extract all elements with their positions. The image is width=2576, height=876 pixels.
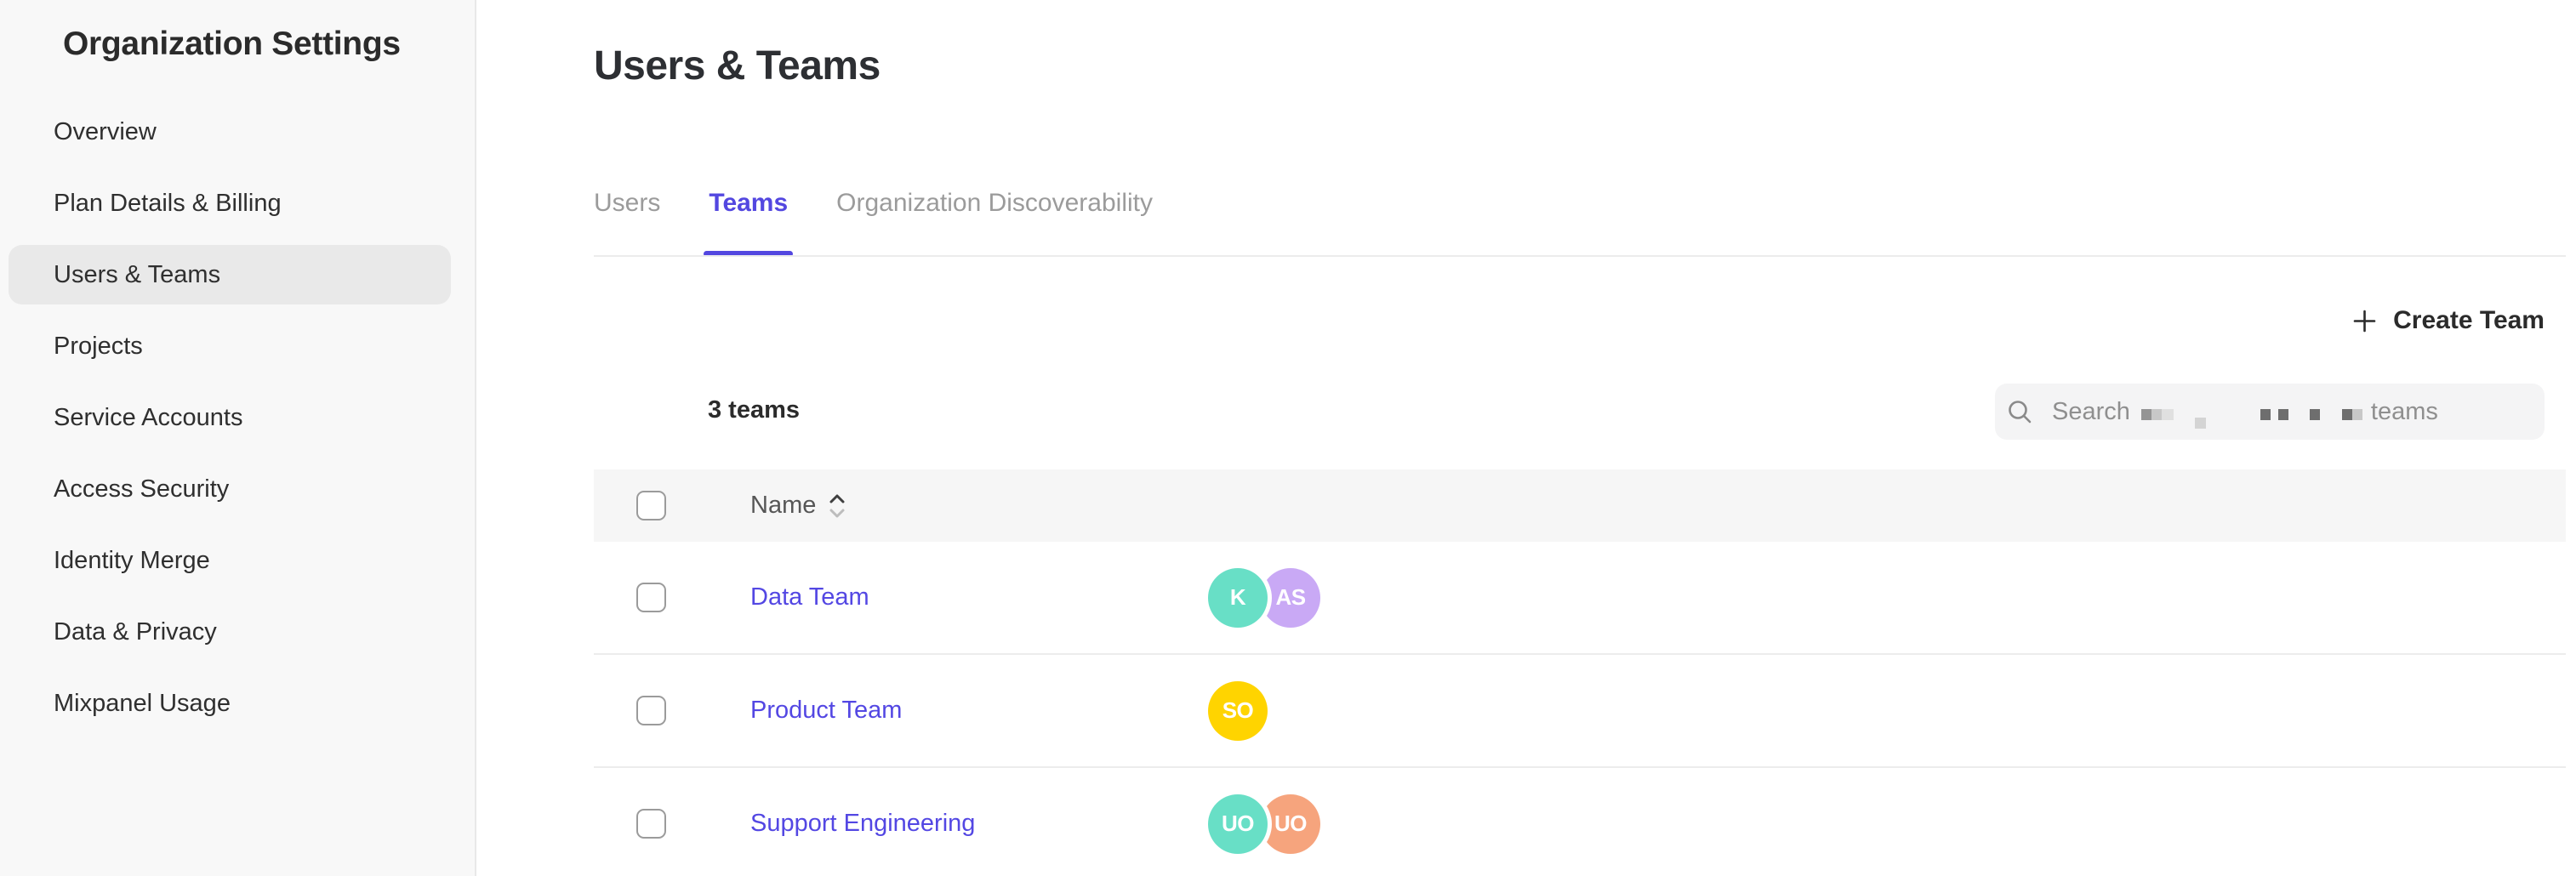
team-avatars: K AS — [1208, 567, 1320, 628]
sidebar-item-access-security[interactable]: Access Security — [54, 475, 230, 503]
sidebar-item-overview[interactable]: Overview — [54, 117, 157, 145]
name-column-label: Name — [750, 492, 817, 519]
table-row: Product Team SO — [594, 655, 2566, 768]
table-row: Support Engineering UO UO — [594, 768, 2566, 876]
sidebar-item-service-accounts[interactable]: Service Accounts — [54, 403, 243, 431]
table-header-row: Name — [594, 469, 2566, 542]
row-checkbox-cell — [594, 809, 750, 839]
placeholder-block — [2277, 408, 2288, 420]
tab-organization-discoverability[interactable]: Organization Discoverability — [836, 189, 1153, 217]
avatar: UO — [1261, 794, 1320, 854]
teams-count: 3 teams — [708, 396, 801, 424]
team-name-link[interactable]: Product Team — [750, 697, 903, 724]
header-checkbox-cell — [594, 491, 750, 520]
placeholder-block — [2351, 408, 2362, 420]
row-checkbox[interactable] — [636, 583, 666, 612]
placeholder-block — [2140, 408, 2151, 420]
tabs-divider — [594, 255, 2566, 257]
row-checkbox[interactable] — [636, 696, 666, 725]
sort-carets-icon[interactable] — [828, 492, 846, 520]
search-placeholder: Search teams — [2052, 397, 2438, 429]
create-team-button[interactable]: Create Team — [2351, 306, 2545, 335]
placeholder-block — [2260, 408, 2271, 420]
sidebar-item-projects[interactable]: Projects — [54, 332, 143, 360]
page-title: Users & Teams — [594, 43, 881, 88]
row-checkbox-cell — [594, 696, 750, 725]
sidebar-item-identity-merge[interactable]: Identity Merge — [54, 546, 210, 574]
sidebar-item-data-privacy[interactable]: Data & Privacy — [54, 617, 217, 646]
tab-bar: Users Teams Organization Discoverability — [594, 189, 1153, 257]
sidebar-nav: Overview Plan Details & Billing Users & … — [0, 102, 475, 733]
plus-icon — [2351, 308, 2378, 334]
search-input[interactable]: Search teams — [1995, 384, 2545, 440]
row-checkbox-cell — [594, 583, 750, 612]
placeholder-block — [2151, 408, 2162, 420]
placeholder-block — [2161, 408, 2174, 420]
create-team-label: Create Team — [2393, 306, 2545, 334]
magnifier-icon — [2007, 399, 2033, 425]
placeholder-block — [2309, 408, 2320, 420]
tab-teams[interactable]: Teams — [704, 189, 793, 257]
search-placeholder-suffix: teams — [2370, 397, 2438, 425]
row-checkbox[interactable] — [636, 809, 666, 839]
search-placeholder-blocks — [2130, 398, 2362, 429]
select-all-checkbox[interactable] — [636, 491, 666, 520]
teams-table: Name Data Team K AS — [594, 469, 2566, 876]
team-avatars: UO UO — [1208, 794, 1320, 854]
sidebar-item-mixpanel-usage[interactable]: Mixpanel Usage — [54, 689, 231, 717]
avatar: SO — [1208, 680, 1268, 741]
header-name-cell: Name — [750, 492, 1208, 520]
search-placeholder-prefix: Search — [2052, 397, 2130, 425]
team-name-link[interactable]: Support Engineering — [750, 810, 976, 837]
avatar: AS — [1261, 567, 1320, 628]
sidebar: Organization Settings Overview Plan Deta… — [0, 0, 476, 876]
placeholder-block — [2341, 408, 2352, 420]
team-avatars: SO — [1208, 680, 1268, 741]
team-name-link[interactable]: Data Team — [750, 583, 869, 611]
sidebar-item-plan-details-billing[interactable]: Plan Details & Billing — [54, 189, 282, 217]
sidebar-item-users-teams[interactable]: Users & Teams — [9, 245, 451, 304]
placeholder-block — [2194, 417, 2206, 429]
tab-users[interactable]: Users — [594, 189, 661, 217]
table-row: Data Team K AS — [594, 542, 2566, 655]
avatar: K — [1208, 567, 1268, 628]
avatar: UO — [1208, 794, 1268, 854]
sidebar-title: Organization Settings — [63, 26, 401, 62]
main-content: Users & Teams Users Teams Organization D… — [478, 0, 2576, 876]
